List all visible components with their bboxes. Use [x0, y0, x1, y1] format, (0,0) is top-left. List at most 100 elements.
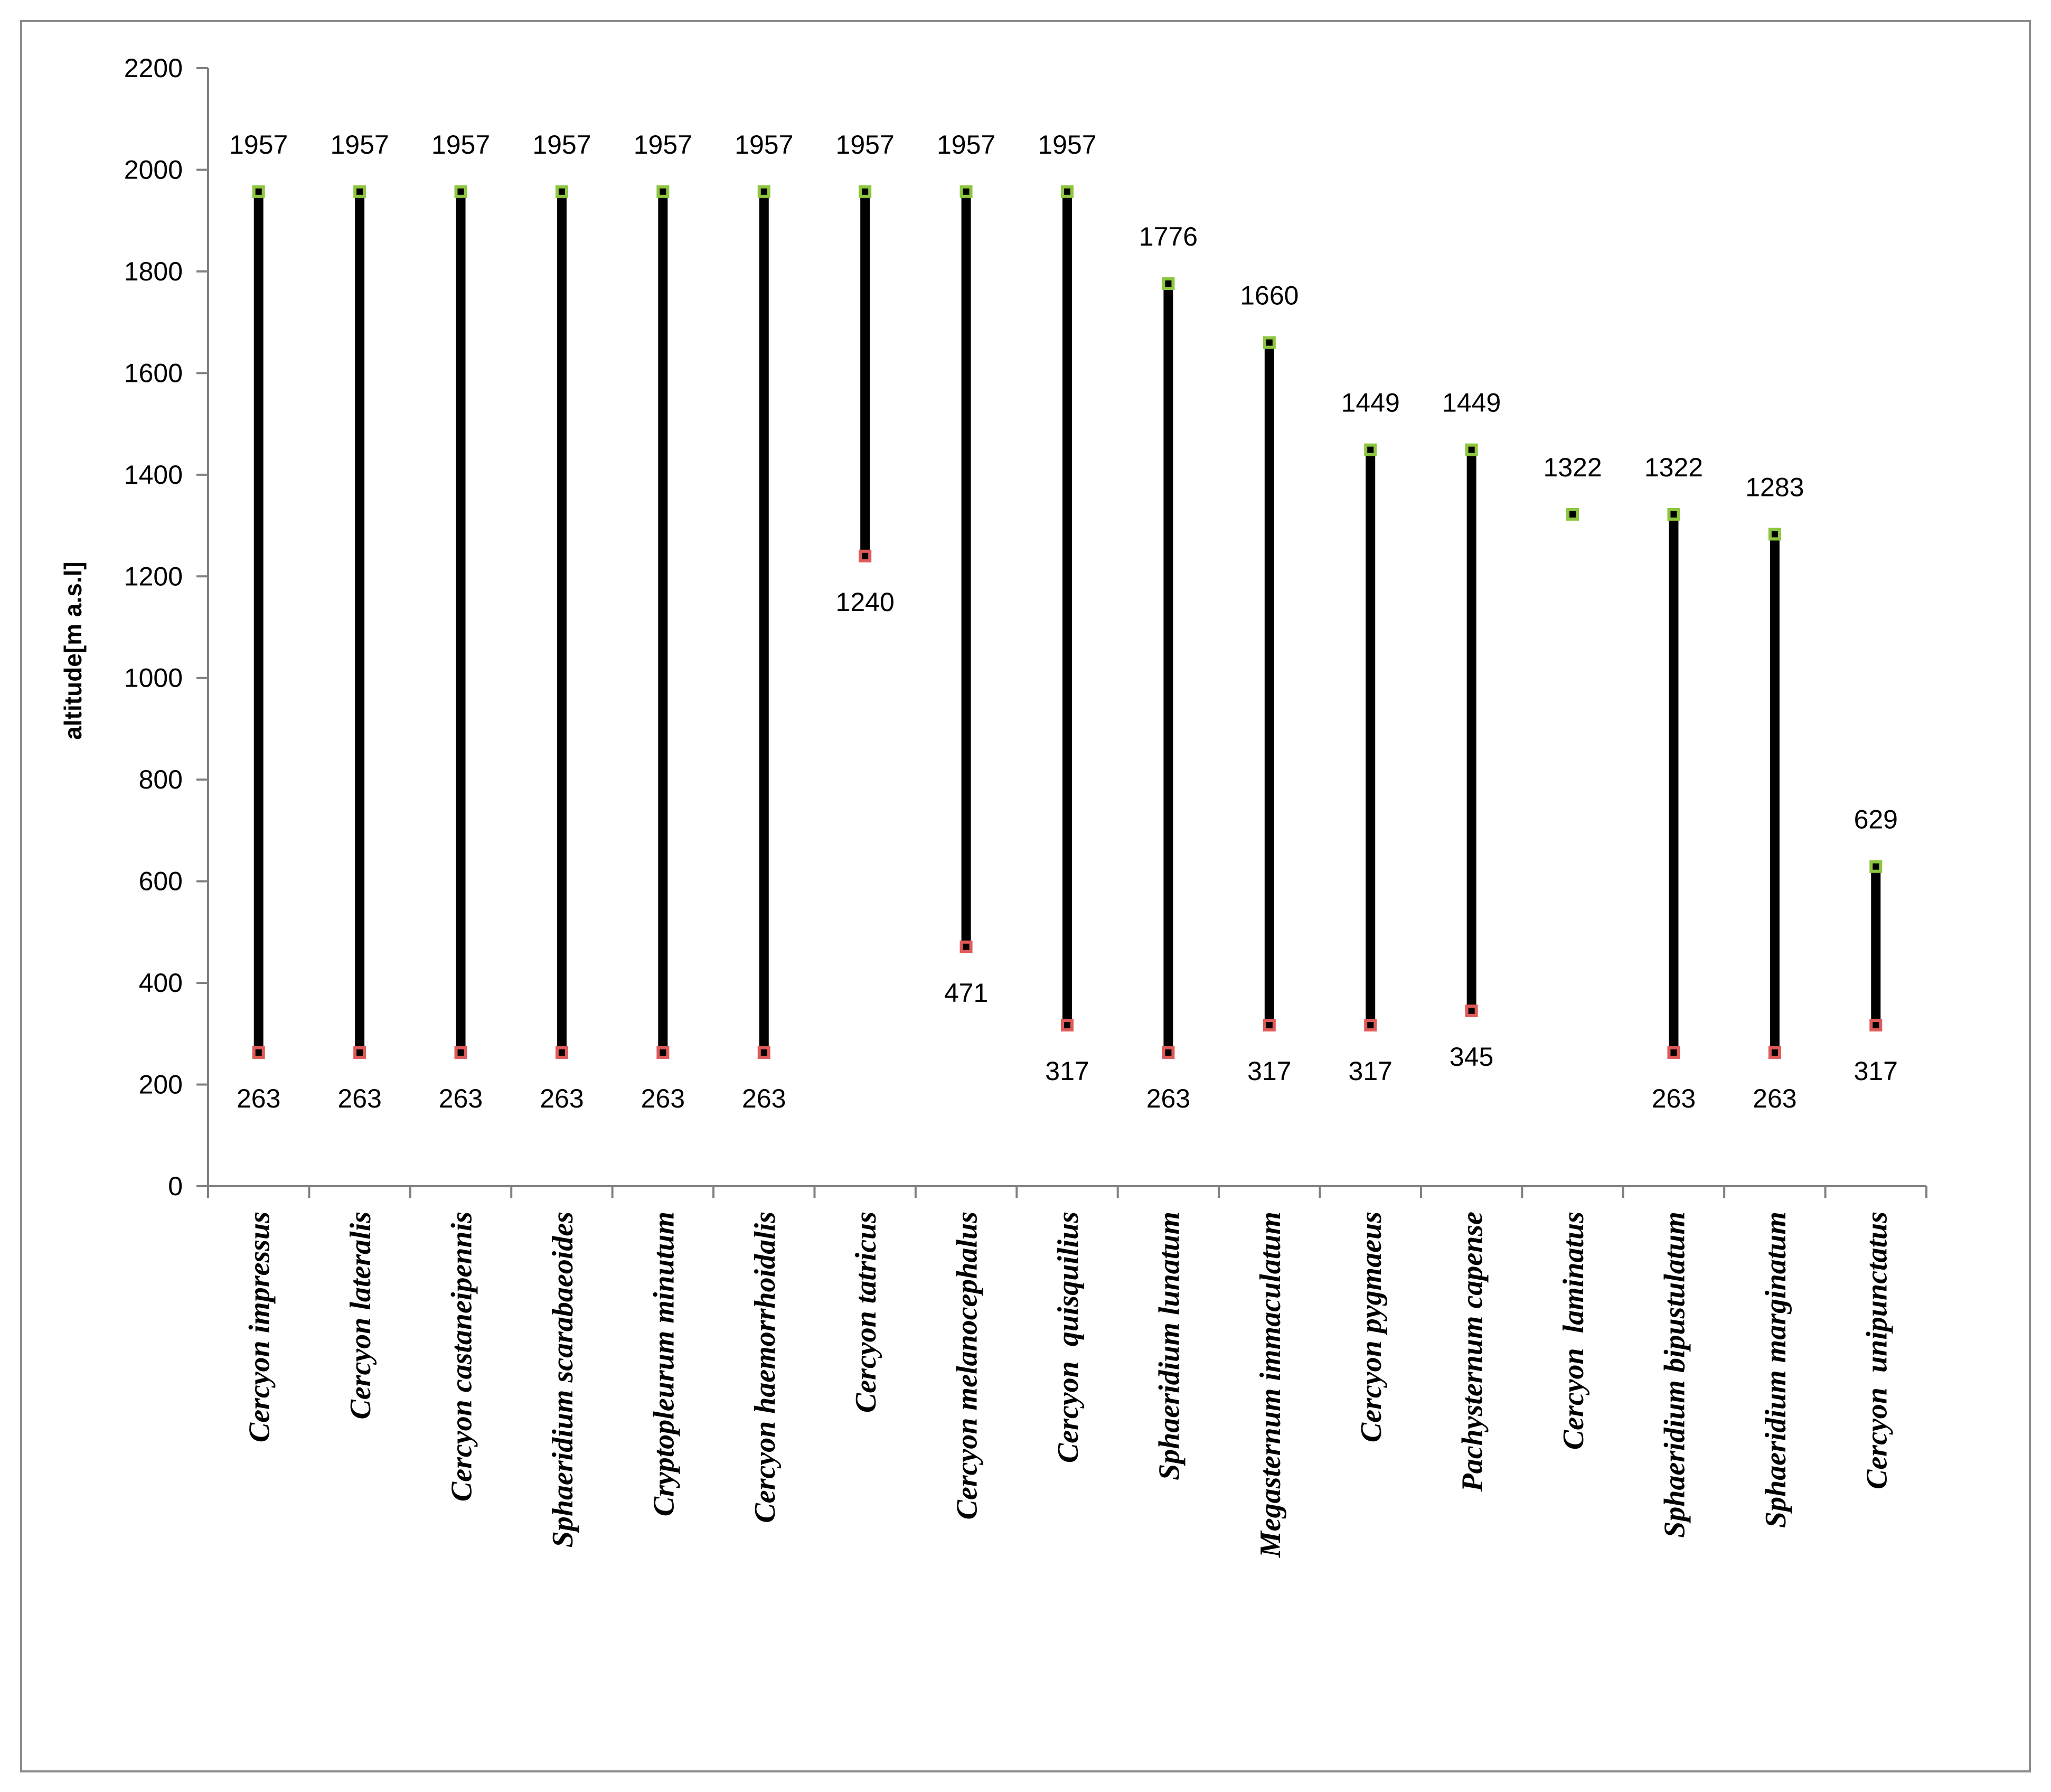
y-tick-label: 600	[139, 867, 183, 896]
y-tick-label: 1400	[124, 460, 183, 490]
min-data-label: 263	[1753, 1084, 1796, 1113]
max-marker-center	[1771, 531, 1778, 538]
y-tick-label: 1600	[124, 358, 183, 388]
y-tick-label: 2200	[124, 53, 183, 83]
category-label: Cercyon haemorrhoidalis	[749, 1212, 782, 1523]
category-labels: Cercyon impressus Cercyon lateralis Cercyo…	[243, 1212, 1894, 1558]
max-data-label: 1776	[1139, 222, 1198, 251]
max-marker-center	[660, 188, 666, 195]
min-data-label: 317	[1854, 1056, 1898, 1086]
y-tick-label: 1200	[124, 561, 183, 591]
category-label: Cercyon pygmaeus	[1355, 1212, 1388, 1442]
max-marker-center	[1468, 446, 1475, 453]
max-marker-center	[1873, 863, 1879, 870]
min-marker-center	[1266, 1021, 1273, 1028]
min-marker-center	[558, 1049, 565, 1056]
category-label: Cercyon tatricus	[850, 1212, 882, 1413]
max-marker-center	[1569, 511, 1576, 518]
range-markers	[252, 185, 1883, 1059]
min-data-label: 263	[1146, 1084, 1190, 1113]
min-data-label: 1240	[836, 587, 895, 617]
max-marker-center	[1165, 280, 1172, 287]
y-tick-label: 1000	[124, 663, 183, 693]
max-data-label: 629	[1854, 805, 1898, 834]
category-label: Sphaeridium lunatum	[1153, 1212, 1186, 1480]
chart-svg: altitude[m a.s.l] 0 200 400 600 800 1000 1200 1…	[59, 53, 1927, 1558]
max-marker-center	[457, 188, 464, 195]
category-label: Cercyon laminatus	[1557, 1212, 1590, 1450]
max-marker-center	[1367, 446, 1374, 453]
min-marker-center	[1064, 1021, 1070, 1028]
category-label: Cercyon lateralis	[344, 1212, 377, 1420]
min-marker-center	[255, 1049, 262, 1056]
max-marker-center	[963, 188, 970, 195]
y-tick-label: 400	[139, 968, 183, 998]
y-tick-label: 1800	[124, 257, 183, 286]
y-tick-label: 2000	[124, 155, 183, 184]
max-marker-center	[558, 188, 565, 195]
max-data-label: 1957	[229, 130, 288, 160]
category-label: Cercyon melanocephalus	[951, 1212, 984, 1519]
category-label: Sphaeridium bipustulatum	[1658, 1212, 1691, 1538]
max-data-label: 1322	[1644, 453, 1703, 482]
max-data-label: 1957	[735, 130, 793, 160]
category-label: Megasternum immaculatum	[1254, 1212, 1287, 1558]
min-data-label: 263	[540, 1084, 584, 1113]
min-marker-center	[1165, 1049, 1172, 1056]
max-marker-center	[1064, 188, 1070, 195]
max-data-label: 1957	[532, 130, 591, 160]
min-marker-center	[457, 1049, 464, 1056]
min-data-label: 471	[944, 978, 988, 1008]
category-label: Sphaeridium scarabaeoides	[547, 1212, 579, 1547]
min-marker-center	[660, 1049, 666, 1056]
max-marker-center	[356, 188, 363, 195]
max-data-label: 1449	[1341, 388, 1400, 418]
min-data-label: 263	[742, 1084, 786, 1113]
y-tick-label: 800	[139, 765, 183, 794]
category-label: Cercyon unipunctatus	[1860, 1212, 1893, 1489]
min-marker-center	[1367, 1021, 1374, 1028]
min-marker-center	[1771, 1049, 1778, 1056]
min-data-label: 263	[641, 1084, 685, 1113]
min-marker-center	[1873, 1021, 1879, 1028]
category-label: Cryptopleurum minutum	[647, 1212, 680, 1516]
min-data-label: 263	[439, 1084, 483, 1113]
category-label: Pachysternum capense	[1456, 1212, 1489, 1492]
max-data-label: 1957	[937, 130, 995, 160]
category-label: Cercyon quisquilius	[1052, 1212, 1085, 1463]
max-marker-center	[255, 188, 262, 195]
min-marker-center	[1670, 1049, 1677, 1056]
min-data-label: 317	[1045, 1056, 1089, 1086]
max-marker-center	[1266, 339, 1273, 346]
y-axis-title: altitude[m a.s.l]	[59, 561, 87, 739]
category-label: Cercyon castaneipennis	[446, 1212, 478, 1502]
max-data-label: 1957	[331, 130, 389, 160]
max-marker-center	[862, 188, 869, 195]
min-data-label: 345	[1450, 1042, 1493, 1072]
max-marker-center	[760, 188, 767, 195]
min-marker-center	[760, 1049, 767, 1056]
max-data-label: 1957	[836, 130, 895, 160]
max-data-label: 1449	[1442, 388, 1501, 418]
range-series	[253, 191, 1881, 1053]
min-marker-center	[356, 1049, 363, 1056]
max-data-label: 1322	[1543, 453, 1602, 482]
min-marker-center	[862, 552, 869, 559]
min-data-label: 263	[337, 1084, 381, 1113]
min-data-label: 317	[1349, 1056, 1393, 1086]
y-ticks: 0 200 400 600 800 1000 1200 1400 1600 1800 2000 220…	[124, 53, 208, 1201]
max-data-label: 1660	[1240, 281, 1299, 311]
category-label: Sphaeridium marginatum	[1760, 1212, 1792, 1528]
y-tick-label: 0	[168, 1171, 183, 1201]
min-data-label: 263	[1652, 1084, 1696, 1113]
max-data-label: 1957	[634, 130, 692, 160]
max-data-label: 1957	[1038, 130, 1096, 160]
category-label: Cercyon impressus	[243, 1212, 276, 1442]
min-marker-center	[963, 943, 970, 950]
min-marker-center	[1468, 1008, 1475, 1015]
data-labels: 1957 263 1957 263 1957 263 1957 263 1957 263 1957 2…	[229, 130, 1898, 1113]
max-data-label: 1283	[1745, 472, 1804, 502]
axes	[207, 68, 1927, 1198]
y-tick-label: 200	[139, 1070, 183, 1100]
max-marker-center	[1670, 511, 1677, 518]
